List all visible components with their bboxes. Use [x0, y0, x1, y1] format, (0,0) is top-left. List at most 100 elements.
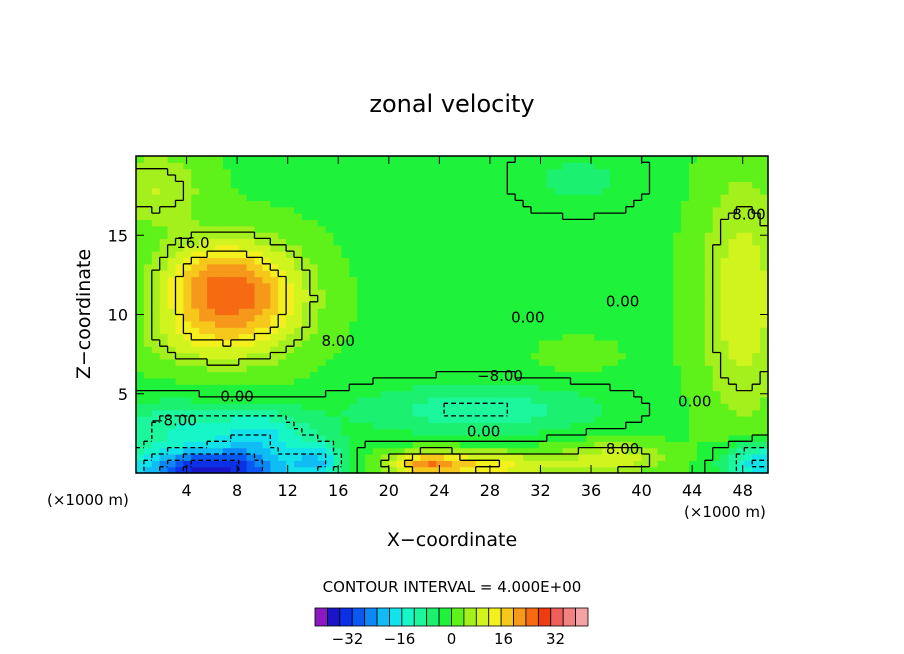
- field-cell: [673, 339, 682, 347]
- field-cell: [538, 447, 548, 455]
- field-cell: [428, 194, 437, 201]
- field-cell: [159, 453, 169, 461]
- field-cell: [602, 295, 611, 303]
- field-cell: [736, 200, 745, 208]
- field-cell: [704, 232, 714, 240]
- field-cell: [602, 244, 611, 252]
- field-cell: [325, 289, 335, 297]
- field-cell: [294, 327, 303, 335]
- field-cell: [696, 352, 706, 360]
- field-cell: [191, 453, 200, 461]
- field-cell: [136, 181, 145, 189]
- field-cell: [633, 453, 643, 461]
- field-cell: [499, 156, 508, 163]
- field-cell: [404, 447, 414, 455]
- field-cell: [657, 390, 666, 398]
- field-cell: [309, 441, 319, 449]
- field-cell: [736, 314, 745, 322]
- field-cell: [254, 301, 263, 309]
- field-cell: [404, 270, 414, 278]
- field-cell: [712, 453, 722, 461]
- field-cell: [317, 415, 327, 423]
- field-cell: [151, 358, 161, 366]
- field-cell: [143, 263, 153, 271]
- field-cell: [278, 200, 287, 208]
- field-cell: [689, 466, 698, 474]
- field-cell: [617, 422, 627, 430]
- field-cell: [562, 270, 572, 278]
- field-cell: [633, 314, 643, 322]
- field-cell: [349, 453, 358, 461]
- field-cell: [467, 301, 477, 309]
- field-cell: [649, 206, 658, 214]
- field-cell: [594, 428, 603, 436]
- field-cell: [507, 244, 516, 252]
- field-cell: [625, 358, 635, 366]
- field-cell: [562, 181, 572, 189]
- field-cell: [523, 441, 532, 449]
- field-cell: [728, 396, 737, 404]
- field-cell: [286, 422, 295, 430]
- field-cell: [641, 244, 651, 252]
- field-cell: [689, 162, 698, 170]
- field-cell: [673, 156, 682, 163]
- field-cell: [499, 358, 508, 366]
- field-cell: [483, 339, 493, 347]
- field-cell: [760, 447, 769, 455]
- field-cell: [317, 282, 327, 290]
- field-cell: [317, 263, 327, 271]
- field-cell: [499, 232, 508, 240]
- isoline: [143, 434, 768, 473]
- field-cell: [143, 251, 153, 259]
- field-cell: [681, 327, 690, 335]
- field-cell: [294, 428, 303, 436]
- field-cell: [696, 377, 706, 385]
- field-cell: [143, 333, 153, 341]
- field-cell: [357, 352, 366, 360]
- field-cell: [388, 289, 398, 297]
- field-cell: [191, 162, 200, 170]
- field-cell: [159, 320, 169, 328]
- field-cell: [523, 251, 532, 259]
- field-cell: [570, 156, 579, 163]
- field-cell: [388, 194, 398, 201]
- field-cell: [151, 276, 161, 284]
- field-cell: [696, 308, 706, 316]
- field-cell: [673, 263, 682, 271]
- field-cell: [515, 339, 524, 347]
- field-cell: [625, 289, 635, 297]
- field-cell: [254, 263, 263, 271]
- field-cell: [301, 156, 311, 163]
- field-cell: [436, 320, 445, 328]
- field-cell: [167, 219, 177, 227]
- field-cell: [689, 308, 698, 316]
- field-cell: [294, 358, 303, 366]
- field-cell: [373, 238, 382, 246]
- field-cell: [222, 453, 232, 461]
- field-cell: [546, 225, 556, 233]
- field-cell: [270, 162, 279, 170]
- field-cell: [380, 270, 390, 278]
- field-cell: [143, 257, 153, 265]
- field-cell: [412, 453, 421, 461]
- field-cell: [523, 289, 532, 297]
- field-cell: [136, 453, 145, 461]
- field-cell: [586, 352, 595, 360]
- field-cell: [554, 156, 564, 163]
- field-cell: [215, 263, 224, 271]
- field-cell: [412, 333, 421, 341]
- field-cell: [752, 270, 761, 278]
- field-cell: [752, 194, 761, 201]
- field-cell: [215, 453, 224, 461]
- field-cell: [546, 434, 556, 442]
- contour-label: 0.00: [678, 392, 711, 410]
- field-cell: [436, 162, 445, 170]
- field-cell: [546, 441, 556, 449]
- field-cell: [562, 333, 572, 341]
- field-cell: [515, 403, 524, 411]
- field-cell: [499, 428, 508, 436]
- field-cell: [641, 434, 651, 442]
- field-cell: [270, 276, 279, 284]
- field-cell: [594, 213, 603, 220]
- field-cell: [475, 219, 485, 227]
